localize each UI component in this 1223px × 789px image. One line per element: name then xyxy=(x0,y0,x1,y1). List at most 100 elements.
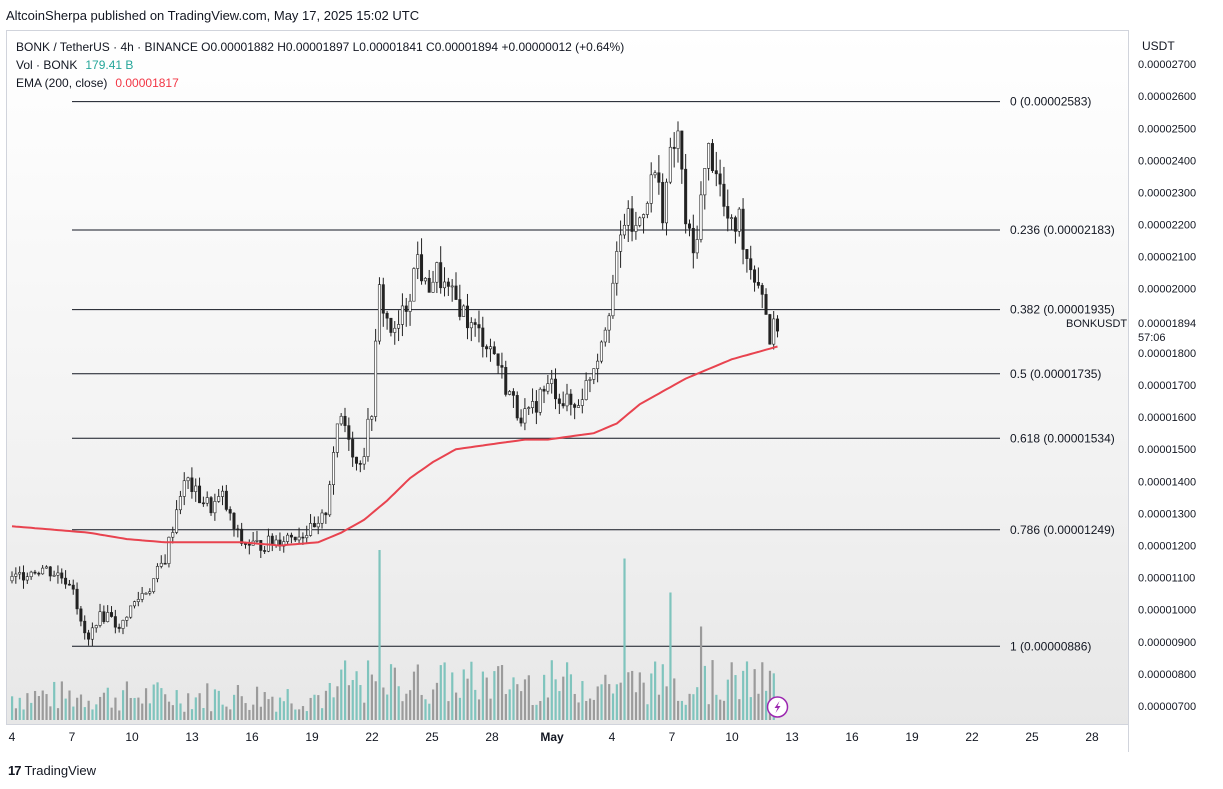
volume-bar xyxy=(160,688,163,720)
candle-body xyxy=(374,340,378,417)
candle-body xyxy=(228,509,232,514)
vol-label: Vol · BONK xyxy=(16,58,78,72)
volume-bar xyxy=(298,709,301,720)
time-tick-label: May xyxy=(540,730,564,744)
volume-bar xyxy=(715,694,718,720)
candle-body xyxy=(565,393,569,407)
candle-body xyxy=(155,566,159,580)
time-axis[interactable] xyxy=(6,724,1128,752)
candle-body xyxy=(79,608,83,622)
volume-bar xyxy=(255,686,259,720)
volume-bar xyxy=(550,660,553,720)
volume-bar xyxy=(432,689,435,720)
volume-bar xyxy=(355,671,358,720)
candle-body xyxy=(557,398,561,404)
candle-body xyxy=(630,208,634,232)
candle-body xyxy=(703,168,707,196)
candle-body xyxy=(236,528,240,531)
volume-bar xyxy=(749,697,752,720)
volume-bar xyxy=(409,690,412,720)
volume-bar xyxy=(535,704,538,720)
candle-body xyxy=(67,583,71,586)
candle-body xyxy=(110,612,114,617)
volume-bar xyxy=(684,704,687,720)
volume-bar xyxy=(45,694,48,720)
candle-body xyxy=(351,439,355,458)
volume-bar xyxy=(122,690,125,720)
volume-bar xyxy=(600,684,603,720)
time-tick-label: 16 xyxy=(845,730,859,744)
volume-bar xyxy=(474,689,477,720)
ema-label: EMA (200, close) xyxy=(16,76,108,90)
candle-body xyxy=(443,281,447,289)
volume-bar xyxy=(213,689,217,720)
candle-body xyxy=(680,130,684,170)
candle-body xyxy=(710,143,714,171)
candle-body xyxy=(622,224,626,236)
candle-body xyxy=(699,194,703,240)
volume-bar xyxy=(229,709,232,720)
chart-legend: BONK / TetherUS · 4h · BINANCE O0.000018… xyxy=(16,38,624,92)
price-tick-label: 0.00002200 xyxy=(1138,220,1196,232)
candle-body xyxy=(194,485,198,492)
candle-body xyxy=(676,130,680,149)
candle-body xyxy=(580,399,584,406)
volume-bar xyxy=(118,710,121,720)
candle-body xyxy=(117,626,121,629)
price-tick-label: 0.00000700 xyxy=(1138,701,1196,713)
candle-body xyxy=(324,512,328,516)
candle-body xyxy=(148,591,152,594)
volume-bar xyxy=(248,709,251,720)
time-tick-label: 19 xyxy=(905,730,919,744)
volume-bar xyxy=(745,661,749,720)
volume-bar xyxy=(221,704,224,720)
candle-body xyxy=(60,572,64,579)
volume-bar xyxy=(137,697,140,720)
volume-bar xyxy=(87,700,90,720)
volume-bar xyxy=(267,699,270,720)
volume-bar xyxy=(577,702,580,720)
candle-body xyxy=(159,562,163,567)
candle-body xyxy=(171,532,175,538)
volume-bar xyxy=(79,694,83,720)
candle-body xyxy=(64,577,68,585)
price-tick-label: 0.00002500 xyxy=(1138,123,1196,135)
candle-body xyxy=(511,391,515,396)
candle-body xyxy=(672,146,676,149)
candle-body xyxy=(144,592,148,595)
volume-bar xyxy=(313,694,316,720)
footer-brand: TradingView xyxy=(24,763,97,778)
volume-bar xyxy=(477,699,481,720)
volume-bar xyxy=(420,694,423,720)
volume-bar xyxy=(359,685,362,720)
price-tick-label: 0.00001700 xyxy=(1138,380,1196,392)
candle-body xyxy=(259,540,263,551)
candle-body xyxy=(366,418,370,457)
volume-bar xyxy=(53,681,56,720)
volume-bar xyxy=(225,706,228,720)
candle-body xyxy=(707,143,711,169)
volume-bar xyxy=(68,690,71,720)
volume-bar xyxy=(677,700,680,720)
candle-body xyxy=(297,536,301,541)
time-tick-label: 16 xyxy=(245,730,259,744)
volume-bar xyxy=(60,681,63,720)
candle-body xyxy=(569,393,573,405)
candle-body xyxy=(316,522,320,528)
candle-body xyxy=(90,627,94,640)
candle-body xyxy=(661,182,665,224)
candle-body xyxy=(205,497,209,504)
price-axis[interactable] xyxy=(1128,30,1214,752)
published-line: AltcoinSherpa published on TradingView.c… xyxy=(6,8,420,23)
volume-bar xyxy=(37,696,40,720)
volume-bar xyxy=(654,661,657,720)
candle-body xyxy=(87,632,91,640)
legend-line-ema: EMA (200, close) 0.00001817 xyxy=(16,74,624,92)
volume-bar xyxy=(462,669,465,720)
volume-bar xyxy=(504,694,507,720)
volume-bar xyxy=(554,679,557,720)
candle-body xyxy=(102,611,106,622)
countdown-label: 57:06 xyxy=(1138,332,1166,344)
volume-bar xyxy=(183,711,186,720)
